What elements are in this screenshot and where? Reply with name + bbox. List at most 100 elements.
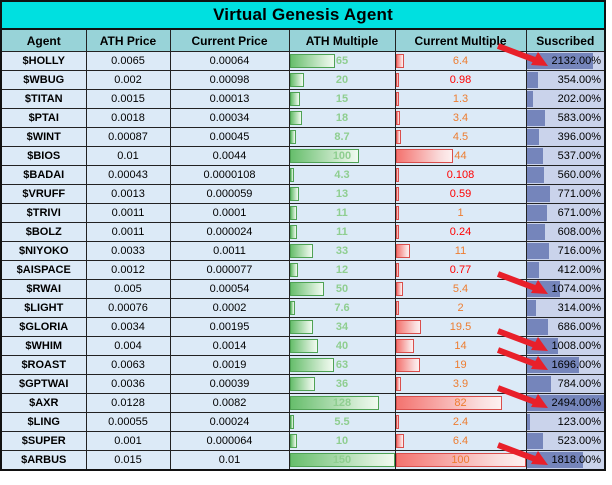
ath-price-cell: 0.00043 (85, 165, 171, 185)
current-multiple-bar (395, 282, 403, 296)
current-multiple-cell: 1.3 (394, 89, 527, 109)
current-multiple-bar (395, 92, 399, 106)
agent-cell: $GPTWAI (0, 374, 87, 394)
current-price-cell: 0.00064 (169, 51, 290, 71)
ath-multiple-bar (289, 453, 395, 467)
subscribed-value: 608.00% (557, 226, 602, 238)
ath-price-cell: 0.0128 (85, 393, 171, 413)
agent-cell: $BOLZ (0, 222, 87, 242)
subscribed-value: 2494.00% (551, 397, 602, 409)
ath-multiple-cell: 20 (288, 70, 396, 90)
current-multiple-bar (395, 415, 399, 429)
current-price-cell: 0.0014 (169, 336, 290, 356)
table-row: $ROAST 0.0063 0.0019 63 19 1696.00% (0, 347, 606, 375)
table-row: $AXR 0.0128 0.0082 128 82 2494.00% (0, 385, 606, 413)
ath-multiple-cell: 128 (288, 393, 396, 413)
ath-multiple-cell: 40 (288, 336, 396, 356)
subscribed-value: 671.00% (557, 207, 602, 219)
agent-cell: $WINT (0, 127, 87, 147)
ath-multiple-cell: 36 (288, 374, 396, 394)
current-multiple-cell: 3.9 (394, 374, 527, 394)
ath-multiple-bar (289, 339, 318, 353)
current-multiple-value: 44 (454, 150, 467, 162)
agent-cell: $TITAN (0, 89, 87, 109)
column-header-current-price: Current Price (169, 28, 290, 52)
current-price-cell: 0.0019 (169, 355, 290, 375)
ath-multiple-value: 12 (335, 264, 349, 276)
current-multiple-bar (395, 149, 453, 163)
ath-multiple-value: 100 (332, 150, 352, 162)
current-multiple-cell: 44 (394, 146, 527, 166)
ath-multiple-value: 13 (335, 188, 349, 200)
subscribed-cell: 686.00% (525, 317, 606, 337)
agent-cell: $LIGHT (0, 298, 87, 318)
table-row: $VRUFF 0.0013 0.000059 13 0.59 771.00% (0, 184, 606, 204)
current-multiple-bar (395, 73, 399, 87)
table-row: $LIGHT 0.00076 0.0002 7.6 2 314.00% (0, 298, 606, 318)
subscribed-cell: 1818.00% (496, 442, 606, 471)
subscribed-value: 1008.00% (551, 340, 602, 352)
ath-multiple-cell: 12 (288, 260, 396, 280)
current-multiple-value: 6.4 (452, 55, 469, 67)
subscribed-bar (526, 433, 543, 449)
ath-multiple-value: 50 (335, 283, 349, 295)
table-row: $SUPER 0.001 0.000064 10 6.4 523.00% (0, 431, 606, 451)
ath-multiple-bar (289, 396, 380, 410)
ath-multiple-bar (289, 377, 315, 391)
table-row: $AISPACE 0.0012 0.000077 12 0.77 412.00% (0, 260, 606, 280)
current-price-cell: 0.0082 (169, 393, 290, 413)
subscribed-cell: 396.00% (525, 127, 606, 147)
agent-cell: $GLORIA (0, 317, 87, 337)
current-multiple-bar (395, 320, 421, 334)
ath-multiple-bar (289, 415, 294, 429)
subscribed-cell: 608.00% (525, 222, 606, 242)
current-price-cell: 0.000024 (169, 222, 290, 242)
table-row: $GPTWAI 0.0036 0.00039 36 3.9 784.00% (0, 374, 606, 394)
subscribed-cell: 2132.00% (496, 43, 606, 71)
subscribed-cell: 671.00% (525, 203, 606, 223)
subscribed-value: 123.00% (557, 416, 602, 428)
ath-multiple-value: 8.7 (334, 131, 350, 143)
current-multiple-cell: 19.5 (394, 317, 527, 337)
ath-price-cell: 0.004 (85, 336, 171, 356)
subscribed-cell: 560.00% (525, 165, 606, 185)
ath-multiple-bar (289, 301, 295, 315)
current-price-cell: 0.00195 (169, 317, 290, 337)
current-price-cell: 0.0002 (169, 298, 290, 318)
ath-price-cell: 0.0012 (85, 260, 171, 280)
ath-multiple-value: 20 (335, 74, 349, 86)
current-multiple-value: 3.4 (452, 112, 469, 124)
current-multiple-value: 2 (457, 302, 464, 314)
table-row: $BIOS 0.01 0.0044 100 44 537.00% (0, 146, 606, 166)
current-price-cell: 0.00098 (169, 70, 290, 90)
ath-price-cell: 0.0034 (85, 317, 171, 337)
current-multiple-value: 0.77 (449, 264, 472, 276)
ath-multiple-cell: 7.6 (288, 298, 396, 318)
table-row: $LING 0.00055 0.00024 5.5 2.4 123.00% (0, 412, 606, 432)
ath-multiple-cell: 18 (288, 108, 396, 128)
table-row: $BADAI 0.00043 0.0000108 4.3 0.108 560.00% (0, 165, 606, 185)
ath-multiple-cell: 13 (288, 184, 396, 204)
current-multiple-value: 14 (454, 340, 467, 352)
current-multiple-cell: 11 (394, 241, 527, 261)
subscribed-bar (526, 300, 537, 316)
current-multiple-value: 6.4 (452, 435, 469, 447)
ath-price-cell: 0.00055 (85, 412, 171, 432)
ath-multiple-cell: 5.5 (288, 412, 396, 432)
table-body: $HOLLY 0.0065 0.00064 65 6.4 2132.00% $WBUG 0.0… (0, 43, 606, 471)
subscribed-cell: 1008.00% (496, 328, 606, 356)
agent-cell: $WHIM (0, 336, 87, 356)
subscribed-bar (526, 376, 551, 392)
ath-price-cell: 0.0065 (85, 51, 171, 71)
current-multiple-bar (395, 434, 404, 448)
table-row: $GLORIA 0.0034 0.00195 34 19.5 686.00% (0, 317, 606, 337)
current-multiple-value: 1.3 (452, 93, 469, 105)
current-multiple-bar (395, 377, 401, 391)
current-multiple-bar (395, 358, 421, 372)
agent-cell: $NIYOKO (0, 241, 87, 261)
table-row: $NIYOKO 0.0033 0.0011 33 11 716.00% (0, 241, 606, 261)
ath-multiple-value: 150 (332, 454, 352, 466)
ath-multiple-bar (289, 168, 294, 182)
current-price-cell: 0.000077 (169, 260, 290, 280)
